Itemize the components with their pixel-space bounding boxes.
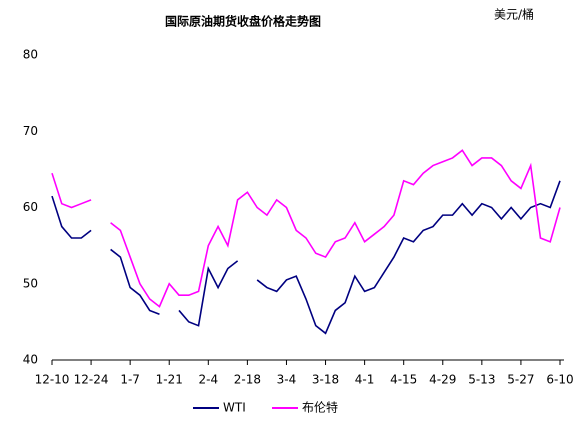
series-line (51, 180, 561, 335)
x-tick-label: 1-7 (120, 373, 140, 387)
legend-label: WTI (223, 401, 246, 415)
legend-label: 布伦特 (302, 400, 338, 415)
x-tick-label: 6-10 (546, 373, 573, 387)
y-tick-label: 50 (23, 276, 38, 290)
y-tick-label: 80 (23, 48, 38, 62)
x-tick-label: 5-13 (468, 373, 495, 387)
series-line (51, 149, 561, 308)
chart-title: 国际原油期货收盘价格走势图 (165, 14, 321, 29)
x-tick-label: 4-1 (355, 373, 375, 387)
x-tick-label: 2-4 (199, 373, 219, 387)
x-tick-label: 1-21 (156, 373, 183, 387)
x-tick-label: 2-18 (234, 373, 261, 387)
y-tick-label: 70 (23, 124, 38, 138)
x-tick-label: 12-24 (74, 373, 109, 387)
x-tick-label: 3-18 (312, 373, 339, 387)
x-tick-label: 5-27 (507, 373, 534, 387)
x-tick-label: 12-10 (35, 373, 70, 387)
y-tick-label: 40 (23, 353, 38, 367)
y-tick-label: 60 (23, 200, 38, 214)
unit-label: 美元/桶 (494, 7, 534, 22)
x-tick-label: 3-4 (277, 373, 297, 387)
x-tick-label: 4-29 (429, 373, 456, 387)
x-tick-label: 4-15 (390, 373, 417, 387)
